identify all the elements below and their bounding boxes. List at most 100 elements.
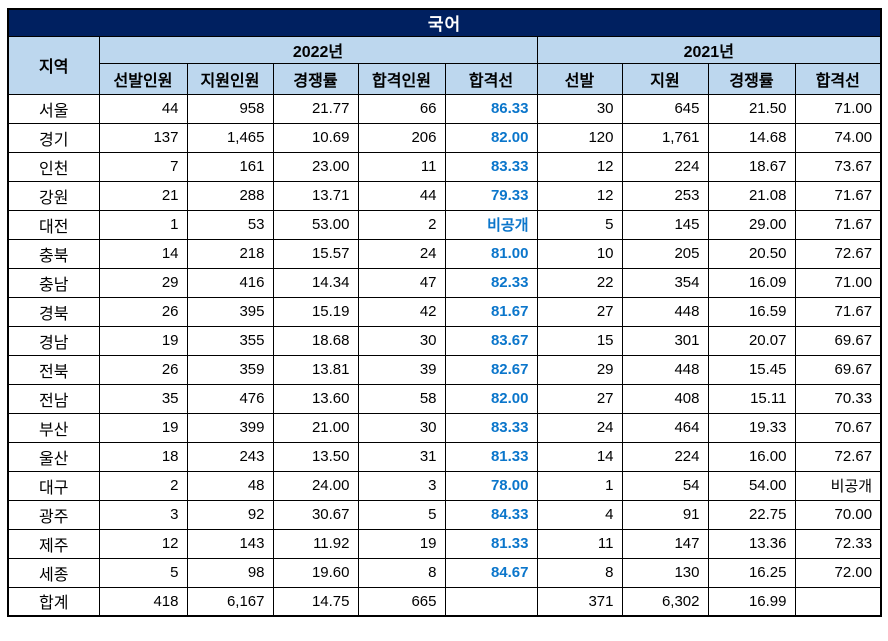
value-cell: 14.75	[272, 586, 359, 617]
value-cell: 224	[621, 441, 709, 472]
value-cell: 26	[98, 296, 188, 327]
value-cell: 16.25	[707, 557, 796, 588]
region-cell: 부산	[7, 412, 100, 443]
cutoff-2022-cell	[444, 586, 538, 617]
cutoff-2022-cell: 83.33	[444, 151, 538, 182]
total-row: 합계 418 6,167 14.75 665 371 6,302 16.99	[7, 586, 882, 617]
value-cell: 48	[186, 470, 274, 501]
col-header-2021-ratio: 경쟁률	[707, 62, 796, 95]
value-cell: 22	[536, 267, 623, 298]
value-cell: 359	[186, 354, 274, 385]
table-row: 광주 3 92 30.67 5 84.33 4 91 22.75 70.00	[7, 499, 882, 530]
value-cell: 354	[621, 267, 709, 298]
region-cell: 인천	[7, 151, 100, 182]
region-cell: 대전	[7, 209, 100, 240]
table-row: 인천 7 161 23.00 11 83.33 12 224 18.67 73.67	[7, 151, 882, 182]
cutoff-2022-cell: 84.33	[444, 499, 538, 530]
col-header-2022-ratio: 경쟁률	[272, 62, 359, 95]
value-cell: 73.67	[794, 151, 882, 182]
value-cell: 371	[536, 586, 623, 617]
value-cell: 69.67	[794, 325, 882, 356]
region-cell: 제주	[7, 528, 100, 559]
col-header-2021-selected: 선발	[536, 62, 623, 95]
col-header-2022-cutoff: 합격선	[444, 62, 538, 95]
value-cell: 19.60	[272, 557, 359, 588]
region-cell: 대구	[7, 470, 100, 501]
value-cell: 11.92	[272, 528, 359, 559]
value-cell: 205	[621, 238, 709, 269]
value-cell: 19.33	[707, 412, 796, 443]
value-cell: 3	[357, 470, 446, 501]
cutoff-2022-cell: 84.67	[444, 557, 538, 588]
subject-results-table: 국어 지역 2022년 2021년 선발인원 지원인원 경쟁률 합격인원 합격선…	[7, 8, 883, 617]
value-cell: 30	[357, 412, 446, 443]
value-cell: 18.68	[272, 325, 359, 356]
value-cell: 3	[98, 499, 188, 530]
value-cell: 418	[98, 586, 188, 617]
value-cell: 54.00	[707, 470, 796, 501]
value-cell: 16.09	[707, 267, 796, 298]
value-cell: 30.67	[272, 499, 359, 530]
cutoff-2022-cell: 82.00	[444, 383, 538, 414]
value-cell: 66	[357, 93, 446, 124]
value-cell: 27	[536, 296, 623, 327]
value-cell: 21.77	[272, 93, 359, 124]
value-cell: 23.00	[272, 151, 359, 182]
value-cell: 665	[357, 586, 446, 617]
value-cell: 12	[536, 180, 623, 211]
value-cell: 13.81	[272, 354, 359, 385]
value-cell: 15.19	[272, 296, 359, 327]
col-header-2022-applied: 지원인원	[186, 62, 274, 95]
value-cell: 10	[536, 238, 623, 269]
value-cell: 288	[186, 180, 274, 211]
table-title: 국어	[7, 8, 882, 37]
value-cell: 5	[98, 557, 188, 588]
cutoff-2022-cell: 86.33	[444, 93, 538, 124]
value-cell: 24.00	[272, 470, 359, 501]
value-cell: 14.68	[707, 122, 796, 153]
value-cell: 54	[621, 470, 709, 501]
cutoff-2022-cell: 81.67	[444, 296, 538, 327]
value-cell: 35	[98, 383, 188, 414]
table-body: 서울 44 958 21.77 66 86.33 30 645 21.50 71.00 경기 137 1…	[7, 93, 882, 617]
value-cell: 44	[98, 93, 188, 124]
value-cell: 243	[186, 441, 274, 472]
value-cell: 14.34	[272, 267, 359, 298]
value-cell: 16.00	[707, 441, 796, 472]
value-cell: 31	[357, 441, 446, 472]
table-row: 세종 5 98 19.60 8 84.67 8 130 16.25 72.00	[7, 557, 882, 588]
value-cell: 27	[536, 383, 623, 414]
value-cell: 12	[536, 151, 623, 182]
value-cell: 355	[186, 325, 274, 356]
value-cell: 26	[98, 354, 188, 385]
value-cell: 16.99	[707, 586, 796, 617]
table-row: 충남 29 416 14.34 47 82.33 22 354 16.09 71.00	[7, 267, 882, 298]
value-cell: 71.67	[794, 209, 882, 240]
value-cell: 4	[536, 499, 623, 530]
cutoff-2022-cell: 82.00	[444, 122, 538, 153]
value-cell: 5	[536, 209, 623, 240]
value-cell: 71.67	[794, 296, 882, 327]
value-cell: 1	[98, 209, 188, 240]
value-cell: 24	[357, 238, 446, 269]
value-cell: 42	[357, 296, 446, 327]
value-cell: 72.00	[794, 557, 882, 588]
table-row: 울산 18 243 13.50 31 81.33 14 224 16.00 72.67	[7, 441, 882, 472]
value-cell: 7	[98, 151, 188, 182]
value-cell: 12	[98, 528, 188, 559]
cutoff-2022-cell: 비공개	[444, 209, 538, 240]
value-cell: 19	[98, 325, 188, 356]
year-2021-header: 2021년	[536, 35, 882, 64]
value-cell: 11	[536, 528, 623, 559]
cutoff-2022-cell: 78.00	[444, 470, 538, 501]
region-column-header: 지역	[7, 35, 100, 95]
value-cell: 8	[536, 557, 623, 588]
table-row: 전북 26 359 13.81 39 82.67 29 448 15.45 69.67	[7, 354, 882, 385]
value-cell: 958	[186, 93, 274, 124]
value-cell: 399	[186, 412, 274, 443]
value-cell: 92	[186, 499, 274, 530]
value-cell: 206	[357, 122, 446, 153]
value-cell: 29	[536, 354, 623, 385]
value-cell: 98	[186, 557, 274, 588]
region-cell: 경북	[7, 296, 100, 327]
